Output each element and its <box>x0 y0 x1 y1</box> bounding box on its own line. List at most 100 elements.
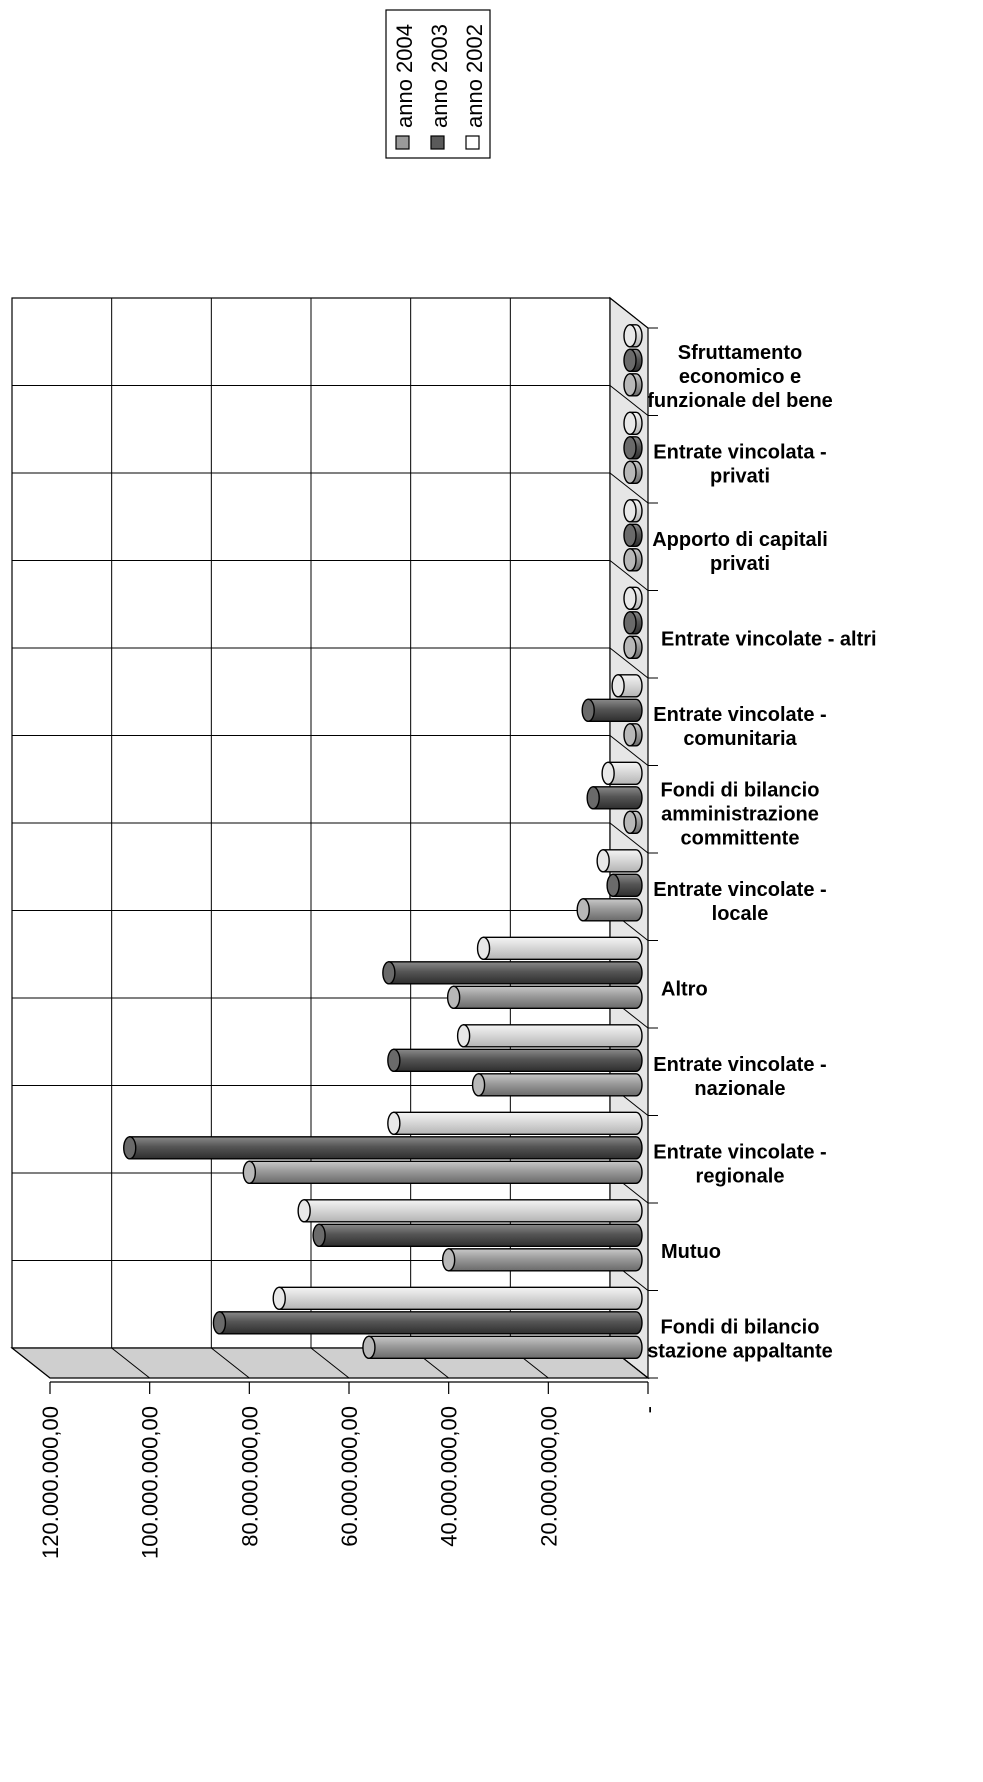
bar-cap <box>476 936 491 961</box>
bar-cap <box>606 873 620 898</box>
category-label: Mutuo <box>661 1241 721 1263</box>
category-label-line: Entrate vincolata - <box>653 441 826 463</box>
bar-anno-2004-1 <box>623 460 643 485</box>
floor-gridline <box>111 1347 150 1379</box>
bar-body <box>612 873 643 898</box>
category-label-line: Entrate vincolate - <box>653 879 826 901</box>
category-label-line: locale <box>712 903 769 925</box>
bar-body <box>248 1160 643 1185</box>
bar-anno-2003-4 <box>581 698 643 723</box>
bar-cap <box>446 985 461 1010</box>
category-label: Fondi di bilancio stazione appaltante <box>647 1316 833 1362</box>
category-label-line: Entrate vincolate - <box>653 1054 826 1076</box>
floor-gridline <box>211 1347 250 1379</box>
bar-body <box>393 1048 643 1073</box>
bar-anno-2002-4 <box>611 674 643 698</box>
bar-anno-2002-2 <box>623 499 643 523</box>
category-label-line: Apporto di capitali <box>652 529 828 551</box>
legend-box <box>385 9 491 159</box>
bar-anno-2002-1 <box>623 411 643 436</box>
side-gridline <box>609 297 649 329</box>
bar-anno-2003-6 <box>606 873 643 898</box>
legend-swatch <box>430 135 445 150</box>
bar-body <box>602 849 643 873</box>
bar-cap <box>576 898 590 922</box>
bar-anno-2003-1 <box>623 436 643 460</box>
bar-cap <box>623 723 637 747</box>
bar-anno-2003-11 <box>212 1311 643 1335</box>
bar-cap <box>441 1248 456 1272</box>
bar-body <box>388 961 643 985</box>
category-label: Entrate vincolate -locale <box>653 879 826 925</box>
bar-cap <box>471 1073 486 1097</box>
bar-cap <box>581 698 595 723</box>
bar-anno-2004-7 <box>446 985 643 1010</box>
bar-anno-2002-6 <box>596 849 643 873</box>
category-label-line: nazionale <box>694 1078 785 1100</box>
bar-cap <box>272 1286 286 1311</box>
legend-label: anno 2004 <box>392 24 417 128</box>
bar-anno-2002-11 <box>272 1286 643 1311</box>
bar-anno-2004-2 <box>623 548 643 572</box>
bar-cap <box>387 1111 401 1136</box>
tick-label: 20.000.000,00 <box>536 1406 561 1547</box>
bar-body <box>452 985 643 1010</box>
bar-cap <box>623 348 637 373</box>
bar-anno-2003-9 <box>123 1136 643 1160</box>
bar-body <box>218 1311 643 1335</box>
bar-cap <box>623 523 637 548</box>
bar-anno-2004-4 <box>623 723 643 747</box>
bar-body <box>607 761 643 786</box>
bar-anno-2004-0 <box>623 373 643 397</box>
legend: anno 2004 anno 2003 anno 2002 <box>385 9 491 159</box>
category-label: Altro <box>661 978 708 1000</box>
bar-body <box>482 936 643 961</box>
legend-swatch <box>465 135 480 150</box>
category-label: Entrate vincolata -privati <box>653 441 826 487</box>
bar-anno-2002-3 <box>623 586 643 611</box>
bar-cap <box>623 411 637 436</box>
category-label-line: Mutuo <box>661 1241 721 1263</box>
bar-anno-2002-0 <box>623 324 643 348</box>
category-label-line: privati <box>710 465 770 487</box>
bar-anno-2003-8 <box>387 1048 643 1073</box>
category-label: Entrate vincolate -regionale <box>653 1141 826 1187</box>
bar-cap <box>623 548 637 572</box>
category-labels: Sfruttamento economico e funzionale del be… <box>647 342 876 1363</box>
tick-label: 40.000.000,00 <box>437 1406 462 1547</box>
bars <box>123 324 643 1360</box>
category-label-line: economico e <box>679 366 801 388</box>
bar-anno-2004-8 <box>471 1073 643 1097</box>
category-label-line: Entrate vincolate - <box>653 704 826 726</box>
side-gridline <box>609 647 649 679</box>
bar-cap <box>623 586 637 611</box>
bar-body <box>582 898 643 922</box>
bar-body <box>592 786 643 810</box>
floor-gridline <box>11 1347 51 1379</box>
tick-label: 100.000.000,00 <box>138 1406 163 1559</box>
bar-cap <box>586 786 600 810</box>
tick-label: 80.000.000,00 <box>237 1406 262 1547</box>
bar-anno-2004-10 <box>441 1248 643 1272</box>
category-label-line: privati <box>710 553 770 575</box>
category-label: Entrate vincolate -comunitaria <box>653 704 826 750</box>
bar-body <box>318 1223 643 1248</box>
category-label-line: amministrazione <box>661 803 819 825</box>
bar-cap <box>623 373 637 397</box>
bar-anno-2002-9 <box>387 1111 643 1136</box>
bar-cap <box>456 1024 471 1048</box>
category-label-line: comunitaria <box>683 728 797 750</box>
bar-body <box>129 1136 643 1160</box>
bar-cap <box>623 324 637 348</box>
bar-anno-2003-10 <box>312 1223 643 1248</box>
category-label-line: Sfruttamento <box>678 342 802 364</box>
bar-cap <box>596 849 610 873</box>
bar-anno-2003-5 <box>586 786 643 810</box>
bar-anno-2004-5 <box>623 810 643 835</box>
side-gridline <box>609 472 649 504</box>
bar-anno-2004-11 <box>362 1335 643 1360</box>
bar-body <box>587 698 643 723</box>
bar-body <box>617 674 643 698</box>
bar-cap <box>623 460 637 485</box>
legend-label: anno 2003 <box>427 24 452 128</box>
